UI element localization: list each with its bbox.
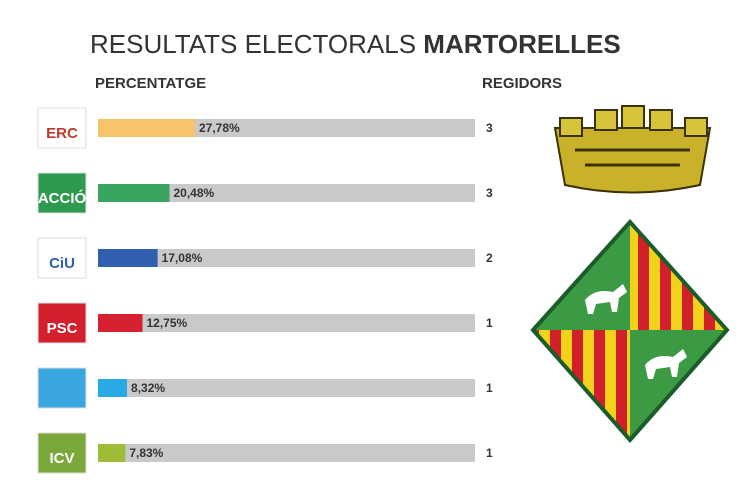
- value-header: PERCENTATGE: [95, 75, 206, 92]
- party-label: ACCIÓ: [38, 189, 87, 207]
- bar-track: [98, 249, 475, 267]
- bar: [98, 184, 170, 202]
- bar-track: [98, 314, 475, 332]
- bar-track: [98, 379, 475, 397]
- value-label: 12,75%: [147, 316, 188, 330]
- seats-label: 1: [486, 381, 493, 395]
- chart-title: RESULTATS ELECTORALS MARTORELLES: [90, 29, 621, 59]
- value-label: 8,32%: [131, 381, 165, 395]
- party-logo: [37, 367, 87, 409]
- value-label: 7,83%: [129, 446, 163, 460]
- title-emphasis: MARTORELLES: [423, 29, 620, 59]
- bar: [98, 314, 143, 332]
- bar: [98, 249, 158, 267]
- seats-label: 1: [486, 446, 493, 460]
- bar: [98, 119, 195, 137]
- value-label: 20,48%: [173, 186, 214, 200]
- party-label: ICV: [49, 450, 74, 467]
- party-logo: [37, 172, 87, 214]
- party-logo: [37, 107, 87, 149]
- party-logo: [37, 302, 87, 344]
- party-logo: [37, 432, 87, 474]
- value-label: 27,78%: [199, 121, 240, 135]
- title-main: RESULTATS ELECTORALS: [90, 29, 416, 59]
- shield-emblem: [530, 219, 730, 444]
- seats-label: 2: [486, 251, 493, 265]
- bar: [98, 379, 128, 397]
- value-label: 17,08%: [162, 251, 203, 265]
- party-label: ERC: [46, 125, 78, 142]
- seats-label: 3: [486, 186, 493, 200]
- seats-label: 1: [486, 316, 493, 330]
- seats-header: REGIDORS: [482, 75, 562, 92]
- bar: [98, 444, 126, 462]
- party-label: PSC: [47, 320, 78, 337]
- bar-track: [98, 184, 475, 202]
- seats-label: 3: [486, 121, 493, 135]
- crown-emblem: [553, 105, 712, 194]
- party-label: CiU: [49, 255, 75, 272]
- party-logo: [37, 237, 87, 279]
- bar-track: [98, 444, 475, 462]
